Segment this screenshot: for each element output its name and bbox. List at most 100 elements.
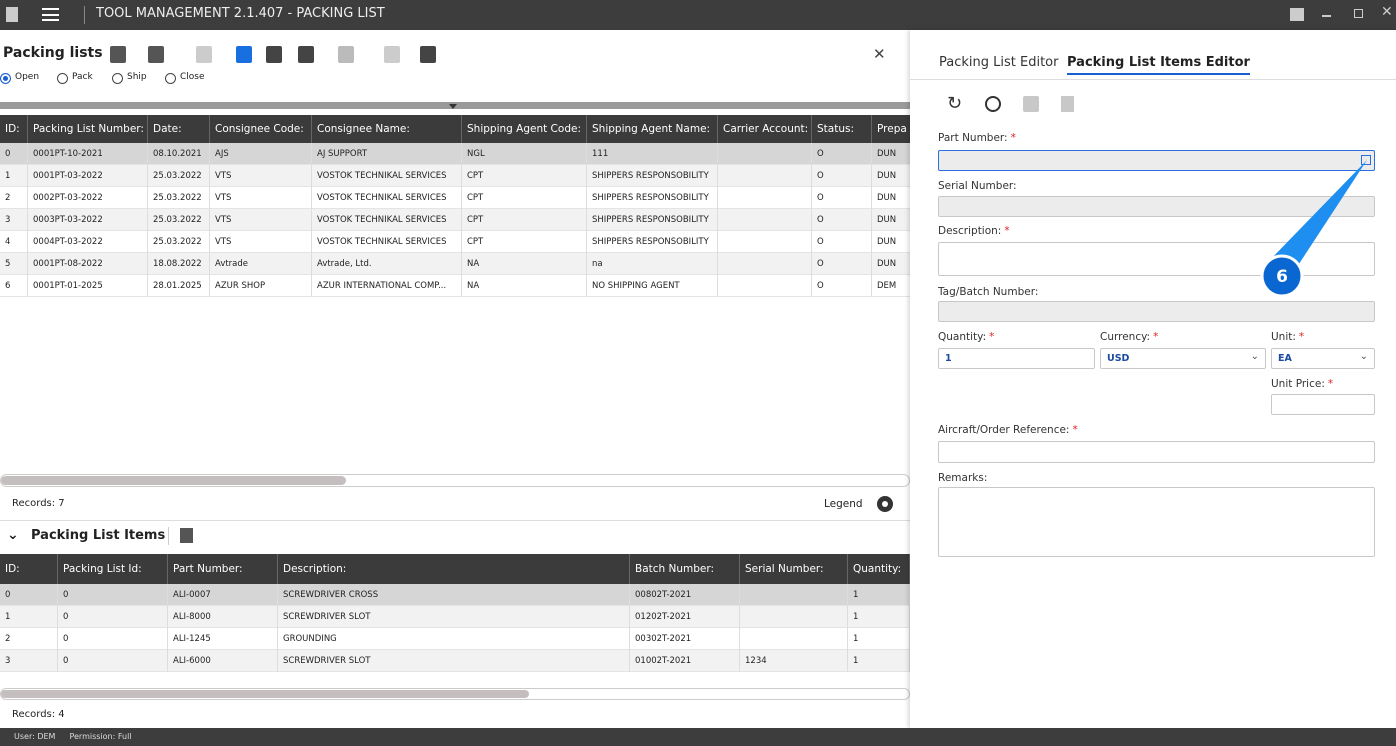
table-cell: 01202T-2021 (630, 606, 740, 628)
column-header[interactable]: ID: (0, 115, 28, 143)
toolbar-button[interactable] (384, 46, 400, 63)
legend-eye-button[interactable] (877, 496, 893, 512)
table-cell: SHIPPERS RESPONSOBILITY (587, 187, 718, 209)
tab-active[interactable]: Packing List Items Editor (1067, 55, 1250, 75)
chat-icon[interactable] (1290, 8, 1304, 21)
table-cell: VOSTOK TECHNIKAL SERVICES (312, 187, 462, 209)
column-header[interactable]: Serial Number: (740, 554, 848, 584)
table-cell: CPT (462, 231, 587, 253)
close-button[interactable]: ✕ (1381, 4, 1393, 20)
column-header[interactable]: Part Number: (168, 554, 278, 584)
column-header[interactable]: Batch Number: (630, 554, 740, 584)
callout-number: 6 (1276, 267, 1288, 287)
table-cell: VTS (210, 187, 312, 209)
table-cell: NO SHIPPING AGENT (587, 275, 718, 297)
divider (910, 79, 1396, 80)
table-cell: Avtrade, Ltd. (312, 253, 462, 275)
table-cell: ALI-0007 (168, 584, 278, 606)
dropdown-arrow[interactable]: ⌄ (1251, 351, 1259, 362)
status-user: User: DEM (14, 732, 55, 741)
toolbar-button[interactable] (196, 46, 212, 63)
table-cell: 0 (0, 143, 28, 165)
input-field[interactable] (938, 441, 1375, 463)
table-cell: 00302T-2021 (630, 628, 740, 650)
table-cell: DUN (872, 143, 910, 165)
radio-button[interactable] (0, 73, 11, 84)
window-title: TOOL MANAGEMENT 2.1.407 - PACKING LIST (96, 6, 385, 21)
input-value: USD (1107, 349, 1129, 368)
dropdown-arrow[interactable]: ⌄ (1360, 351, 1368, 362)
refresh-button[interactable]: ↻ (947, 93, 962, 114)
legend-label: Legend (824, 498, 863, 510)
table-cell: 0 (58, 628, 168, 650)
table-cell: 0 (58, 650, 168, 672)
table-cell: 6 (0, 275, 28, 297)
status-filters: OpenPackShipClose (0, 72, 260, 86)
column-header[interactable]: Carrier Account: (718, 115, 812, 143)
toolbar-button[interactable] (420, 46, 436, 63)
table-cell: 0001PT-08-2022 (28, 253, 148, 275)
table-cell: DUN (872, 209, 910, 231)
column-header[interactable]: Shipping Agent Code: (462, 115, 587, 143)
table-cell: 0 (58, 584, 168, 606)
close-panel-button[interactable]: ✕ (873, 45, 886, 63)
delete-button[interactable] (1061, 96, 1074, 112)
table-cell: 0002PT-03-2022 (28, 187, 148, 209)
restore-button[interactable] (1354, 9, 1363, 18)
input-field[interactable] (938, 301, 1375, 322)
table-cell: SHIPPERS RESPONSOBILITY (587, 165, 718, 187)
table-cell: 1 (848, 584, 910, 606)
toolbar-button[interactable] (338, 46, 354, 63)
radio-button[interactable] (112, 73, 123, 84)
toolbar-button[interactable] (266, 46, 282, 63)
input-field[interactable]: USD ⌄ (1100, 348, 1266, 369)
table-cell (718, 209, 812, 231)
input-field[interactable]: EA⌄ (1271, 348, 1375, 369)
input-field[interactable]: 1 (938, 348, 1095, 369)
h-scrollbar[interactable] (0, 474, 910, 487)
column-header[interactable]: Packing List Id: (58, 554, 168, 584)
save-button[interactable] (1023, 96, 1039, 112)
toolbar-button[interactable] (298, 46, 314, 63)
column-header[interactable]: Quantity: (848, 554, 910, 584)
input-field[interactable] (938, 487, 1375, 557)
table-cell: DUN (872, 253, 910, 275)
radio-button[interactable] (165, 73, 176, 84)
column-header[interactable]: Prepa (872, 115, 910, 143)
table-cell: DUN (872, 231, 910, 253)
column-header[interactable]: Shipping Agent Name: (587, 115, 718, 143)
app-icon (6, 7, 18, 22)
table-cell: 0 (58, 606, 168, 628)
table-cell: 25.03.2022 (148, 209, 210, 231)
editor-panel (910, 30, 1396, 728)
table-cell: VTS (210, 209, 312, 231)
column-header[interactable]: ID: (0, 554, 58, 584)
h-scrollbar[interactable] (0, 688, 910, 700)
column-header[interactable]: Consignee Code: (210, 115, 312, 143)
collapse-chevron[interactable]: ⌄ (7, 527, 19, 543)
table-cell: 01002T-2021 (630, 650, 740, 672)
group-bar-arrow[interactable] (449, 104, 457, 109)
toolbar-button[interactable] (148, 46, 164, 63)
table-cell: 0001PT-01-2025 (28, 275, 148, 297)
table-cell (718, 231, 812, 253)
radio-button[interactable] (57, 73, 68, 84)
column-header[interactable]: Description: (278, 554, 630, 584)
tab[interactable]: Packing List Editor (939, 55, 1058, 70)
toolbar-button[interactable] (110, 46, 126, 63)
table-cell: DUN (872, 187, 910, 209)
table-cell: CPT (462, 187, 587, 209)
export-button[interactable] (180, 528, 193, 543)
table-cell: O (812, 275, 872, 297)
table-cell: SCREWDRIVER SLOT (278, 606, 630, 628)
minimize-button[interactable] (1322, 15, 1331, 17)
column-header[interactable]: Date: (148, 115, 210, 143)
column-header[interactable]: Status: (812, 115, 872, 143)
column-header[interactable]: Packing List Number: (28, 115, 148, 143)
input-field[interactable] (1271, 394, 1375, 415)
column-header[interactable]: Consignee Name: (312, 115, 462, 143)
add-button[interactable] (985, 96, 1001, 112)
table-cell: 3 (0, 209, 28, 231)
toolbar-button[interactable] (236, 46, 252, 63)
menu-button[interactable] (42, 8, 59, 21)
